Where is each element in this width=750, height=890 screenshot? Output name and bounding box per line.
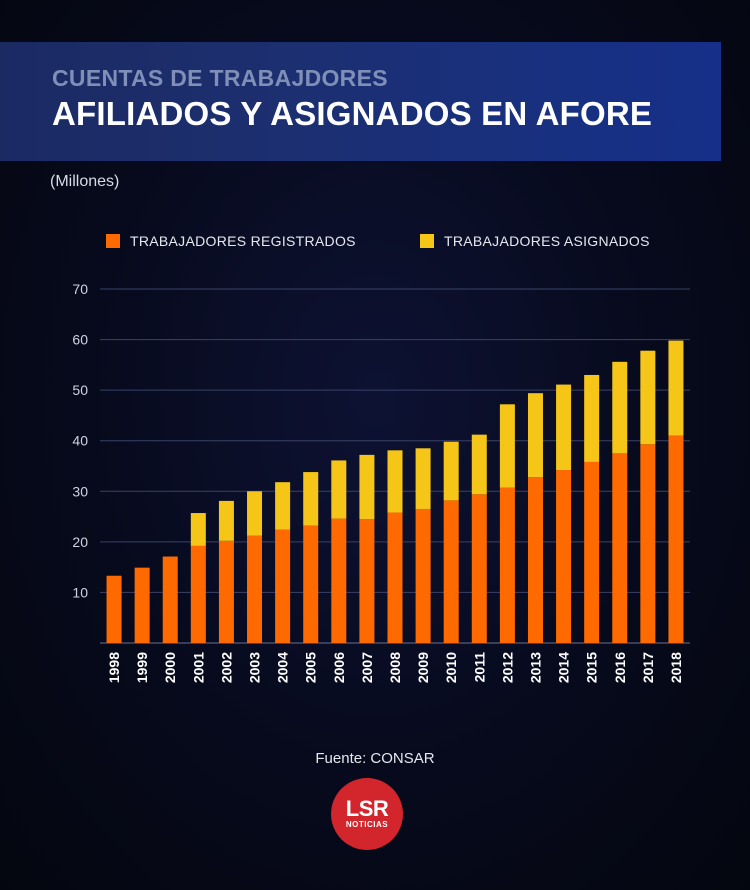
x-tick-label: 2013 <box>527 652 543 683</box>
x-tick-label: 2016 <box>612 652 628 683</box>
bar-registrados <box>303 525 319 643</box>
x-tick-label: 2007 <box>359 652 375 683</box>
x-tick-label: 2002 <box>218 652 234 683</box>
x-tick-label: 1999 <box>134 652 150 683</box>
lsr-logo: LSR NOTICIAS <box>331 778 403 850</box>
bar-registrados <box>556 470 572 643</box>
bar-registrados <box>190 545 206 643</box>
bar-registrados <box>247 535 263 643</box>
y-tick-label: 70 <box>72 281 88 297</box>
bar-registrados <box>584 461 600 643</box>
bar-registrados <box>134 567 150 643</box>
y-tick-label: 60 <box>72 332 88 348</box>
y-tick-label: 40 <box>72 433 88 449</box>
bar-asignados <box>331 460 347 519</box>
bar-asignados <box>415 448 431 509</box>
y-tick-label: 30 <box>72 483 88 499</box>
bar-asignados <box>443 441 459 501</box>
bar-registrados <box>331 518 347 643</box>
bar-asignados <box>499 404 515 488</box>
bar-asignados <box>275 482 291 530</box>
bar-registrados <box>668 435 684 643</box>
bar-registrados <box>443 500 459 643</box>
bar-asignados <box>527 393 543 478</box>
bar-registrados <box>106 575 122 643</box>
x-tick-label: 2014 <box>556 652 572 683</box>
legend-swatch-asignados <box>420 234 434 248</box>
bar-registrados <box>359 519 375 643</box>
bar-asignados <box>612 361 628 454</box>
bar-asignados <box>556 384 572 471</box>
legend-item-asignados: TRABAJADORES ASIGNADOS <box>420 233 650 249</box>
units-label: (Millones) <box>50 173 120 190</box>
bar-registrados <box>499 487 515 643</box>
x-tick-label: 2010 <box>443 652 459 683</box>
logo-sub-text: NOTICIAS <box>345 820 389 829</box>
y-tick-label: 50 <box>72 382 88 398</box>
x-tick-label: 2017 <box>640 652 656 683</box>
x-tick-label: 2001 <box>190 652 206 683</box>
bar-registrados <box>612 453 628 643</box>
x-tick-label: 2000 <box>162 652 178 683</box>
bar-registrados <box>387 512 403 643</box>
x-tick-label: 2003 <box>247 652 263 683</box>
bar-asignados <box>218 500 234 541</box>
bar-registrados <box>162 556 178 643</box>
legend-swatch-registrados <box>106 234 120 248</box>
bar-asignados <box>584 374 600 462</box>
chart-title: AFILIADOS Y ASIGNADOS EN AFORE <box>52 95 653 132</box>
title-banner: CUENTAS DE TRABAJDORES AFILIADOS Y ASIGN… <box>0 42 721 161</box>
bar-registrados <box>275 529 291 643</box>
chart-subtitle: CUENTAS DE TRABAJDORES <box>52 65 388 91</box>
legend-label-registrados: TRABAJADORES REGISTRADOS <box>130 233 356 249</box>
x-tick-label: 2009 <box>415 652 431 683</box>
x-tick-label: 2005 <box>303 652 319 683</box>
y-tick-label: 20 <box>72 534 88 550</box>
y-tick-label: 10 <box>72 584 88 600</box>
bar-registrados <box>218 540 234 643</box>
bar-asignados <box>387 450 403 513</box>
x-tick-label: 2018 <box>668 652 684 683</box>
legend-item-registrados: TRABAJADORES REGISTRADOS <box>106 233 356 249</box>
x-tick-label: 2006 <box>331 652 347 683</box>
bar-asignados <box>247 491 263 536</box>
logo-main-text: LSR <box>345 796 389 821</box>
source-note: Fuente: CONSAR <box>315 750 435 767</box>
bar-asignados <box>640 350 656 445</box>
bar-registrados <box>415 508 431 643</box>
bar-registrados <box>527 477 543 643</box>
bar-asignados <box>303 472 319 526</box>
x-tick-label: 2008 <box>387 652 403 683</box>
bar-asignados <box>190 513 206 546</box>
bar-registrados <box>471 494 487 643</box>
x-tick-label: 1998 <box>106 652 122 683</box>
x-tick-label: 2011 <box>471 652 487 683</box>
x-tick-label: 2015 <box>584 652 600 683</box>
bar-asignados <box>359 454 375 520</box>
bar-asignados <box>668 340 684 436</box>
legend-label-asignados: TRABAJADORES ASIGNADOS <box>444 233 650 249</box>
x-tick-label: 2004 <box>275 652 291 683</box>
bar-asignados <box>471 434 487 495</box>
x-tick-label: 2012 <box>499 652 515 683</box>
bar-registrados <box>640 444 656 643</box>
